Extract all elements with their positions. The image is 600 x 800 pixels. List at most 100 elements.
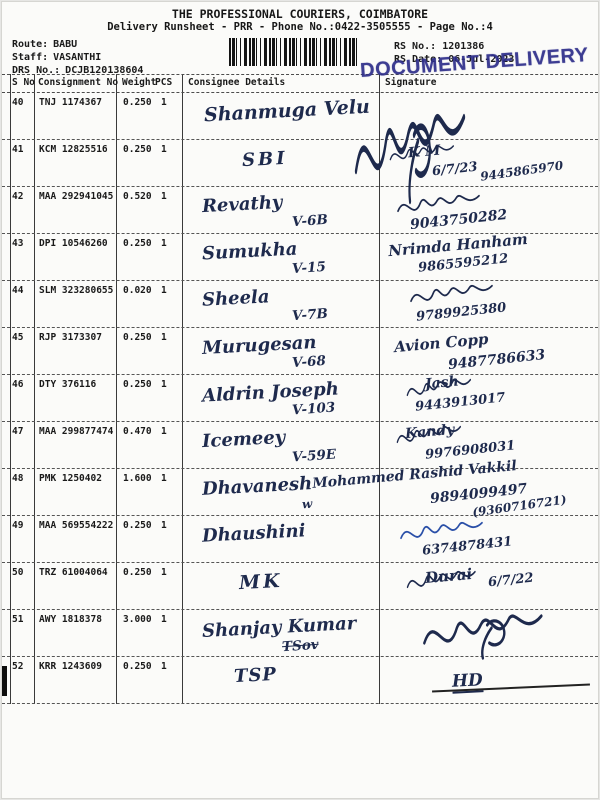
row-consignment-no: KCM 12825516 xyxy=(39,144,108,155)
row-weight: 0.250 xyxy=(123,661,152,672)
row-weight: 1.600 xyxy=(123,473,152,484)
row-serial: 52 xyxy=(12,661,24,672)
signature-extra-handwritten: 9445865970 xyxy=(479,158,565,184)
row-serial: 48 xyxy=(12,473,24,484)
row-consignment-no: TNJ 1174367 xyxy=(39,97,102,108)
table-row: 44 SLM 323280655 0.020 1 Sheela V-7B 978… xyxy=(2,281,598,328)
table-row: 42 MAA 292941045 0.520 1 Revathy V-6B 90… xyxy=(2,187,598,234)
consignee-unit-handwritten: V-68 xyxy=(291,352,327,372)
row-signature-cell xyxy=(354,93,596,205)
table-row: 47 MAA 299877474 0.470 1 Icemeey V-59E K… xyxy=(2,422,598,469)
staff-line: Staff: VASANTHI xyxy=(12,51,143,64)
row-pcs: 1 xyxy=(161,97,167,108)
table-vline xyxy=(182,74,183,704)
barcode xyxy=(229,38,357,66)
consignee-name-handwritten: Dhavanesh xyxy=(201,473,313,500)
staff-value: VASANTHI xyxy=(53,52,102,63)
rs-date-label: RS Date: xyxy=(394,54,443,65)
row-consignee-cell: Sheela V-7B xyxy=(184,281,378,327)
row-weight: 0.520 xyxy=(123,191,152,202)
rs-date-value: 06-Jul-2023 xyxy=(448,54,515,65)
row-weight: 0.020 xyxy=(123,285,152,296)
row-consignment-no: MAA 292941045 xyxy=(39,191,114,202)
row-pcs: 1 xyxy=(161,661,167,672)
company-title: THE PROFESSIONAL COURIERS, COIMBATORE xyxy=(171,7,429,21)
consignee-unit-handwritten: V-59E xyxy=(291,446,337,466)
signature-scrawl xyxy=(410,284,493,303)
row-pcs: 1 xyxy=(161,379,167,390)
row-signature-cell: Durai 6/7/22 xyxy=(380,563,596,609)
consignee-name-handwritten: Sumukha xyxy=(201,238,298,265)
row-consignee-cell: Icemeey V-59E xyxy=(184,422,378,468)
row-signature-cell: 9789925380 xyxy=(380,281,596,327)
table-vline xyxy=(34,74,35,704)
signature-scrawl xyxy=(397,194,480,213)
row-consignee-cell: Revathy V-6B xyxy=(184,187,378,233)
rs-no-value: 1201386 xyxy=(442,41,485,52)
consignee-unit-handwritten: w xyxy=(301,496,313,512)
rs-no-label: RS No.: xyxy=(394,41,437,52)
row-consignee-cell: Shanjay Kumar TSov xyxy=(184,610,378,656)
row-signature-cell: Avion Copp 9487786633 xyxy=(380,328,596,374)
row-weight: 0.250 xyxy=(123,144,152,155)
row-consignee-cell: TSP xyxy=(184,657,378,703)
row-serial: 41 xyxy=(12,144,24,155)
table-vline xyxy=(379,74,380,704)
table-row: 41 KCM 12825516 0.250 1 SBI K M 6/7/23 9… xyxy=(2,140,598,187)
row-consignment-no: DTY 376116 xyxy=(39,379,97,390)
row-pcs: 1 xyxy=(161,426,167,437)
consignee-unit-handwritten: TSov xyxy=(281,636,320,656)
table-row: 52 KRR 1243609 0.250 1 TSP HD xyxy=(2,657,598,704)
route-line: Route: BABU xyxy=(12,38,143,51)
signature-scrawl xyxy=(406,378,471,397)
col-header-sno: S No xyxy=(12,77,35,88)
col-header-consignment: Consignment No xyxy=(38,77,119,88)
runsheet-table: S No Consignment No Weight PCS Consignee… xyxy=(2,74,598,704)
row-pcs: 1 xyxy=(161,520,167,531)
row-signature-cell xyxy=(380,610,596,660)
table-row: 40 TNJ 1174367 0.250 1 Shanmuga Velu xyxy=(2,93,598,205)
row-pcs: 1 xyxy=(161,567,167,578)
consignee-unit-handwritten: V-6B xyxy=(291,211,329,231)
signature-scrawl xyxy=(400,521,483,540)
row-pcs: 1 xyxy=(161,191,167,202)
row-serial: 51 xyxy=(12,614,24,625)
row-signature-cell: 9043750282 xyxy=(380,187,596,233)
row-signature-cell: Nrimda Hanham 9865595212 xyxy=(380,230,596,280)
consignee-name-handwritten: Shanjay Kumar xyxy=(201,612,357,643)
row-consignment-no: PMK 1250402 xyxy=(39,473,102,484)
row-pcs: 1 xyxy=(161,614,167,625)
consignee-name-handwritten: Revathy xyxy=(201,191,283,218)
consignee-name-handwritten: SBI xyxy=(241,147,289,172)
signature-name-handwritten: Avion Copp xyxy=(393,329,490,357)
row-pcs: 1 xyxy=(161,238,167,249)
row-signature-cell: Mohammed Rashid Vakkil 9894099497 (93607… xyxy=(312,458,596,519)
table-row: 46 DTY 376116 0.250 1 Aldrin Joseph V-10… xyxy=(2,374,598,422)
row-weight: 0.470 xyxy=(123,426,152,437)
row-consignment-no: MAA 569554222 xyxy=(39,520,114,531)
rs-no-line: RS No.: 1201386 xyxy=(394,40,514,53)
consignee-name-handwritten: MK xyxy=(238,569,284,595)
signature-scrawl xyxy=(396,425,461,444)
row-consignment-no: TRZ 61004064 xyxy=(39,567,108,578)
row-signature-cell: K M 6/7/23 9445865970 xyxy=(380,140,596,186)
row-consignment-no: RJP 3173307 xyxy=(39,332,102,343)
table-body: 40 TNJ 1174367 0.250 1 Shanmuga Velu 41 … xyxy=(2,93,598,704)
row-serial: 45 xyxy=(12,332,24,343)
consignee-unit-handwritten: V-103 xyxy=(291,399,336,419)
row-consignment-no: AWY 1818378 xyxy=(39,614,102,625)
row-consignee-cell: Murugesan V-68 xyxy=(184,328,378,374)
row-weight: 0.250 xyxy=(123,379,152,390)
row-consignment-no: SLM 323280655 xyxy=(39,285,114,296)
col-header-consignee: Consignee Details xyxy=(188,77,286,88)
row-signature-cell: 6374878431 xyxy=(380,516,596,562)
row-serial: 47 xyxy=(12,426,24,437)
row-pcs: 1 xyxy=(161,285,167,296)
row-consignee-cell: SBI xyxy=(184,140,378,186)
consignee-unit-handwritten: V-15 xyxy=(291,258,327,278)
table-vline xyxy=(116,74,117,704)
drs-line: DRS No.: DCJB120138604 xyxy=(12,64,143,77)
row-serial: 42 xyxy=(12,191,24,202)
row-consignment-no: MAA 299877474 xyxy=(39,426,114,437)
